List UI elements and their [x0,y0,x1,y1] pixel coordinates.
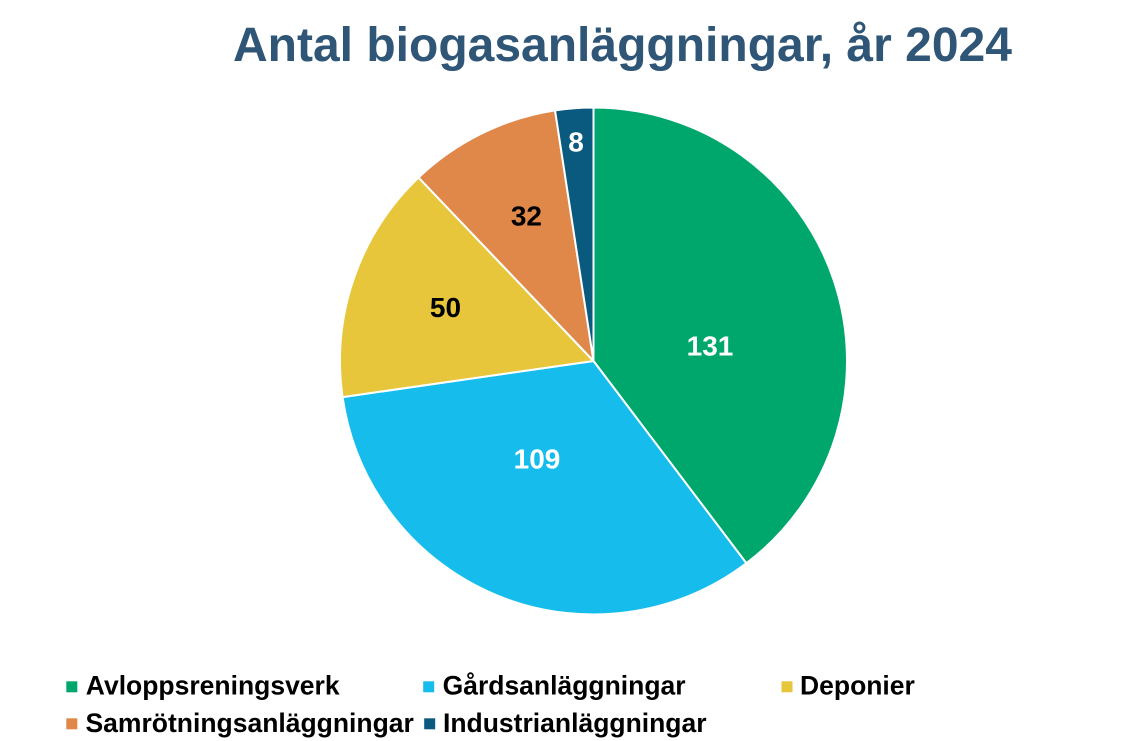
svg-text:8: 8 [568,127,584,158]
svg-text:32: 32 [511,201,542,232]
svg-text:Avloppsreningsverk: Avloppsreningsverk [86,671,340,701]
svg-text:Industrianläggningar: Industrianläggningar [443,708,707,738]
svg-text:109: 109 [514,444,561,475]
svg-text:Gårdsanläggningar: Gårdsanläggningar [443,671,686,701]
svg-text:Samrötningsanläggningar: Samrötningsanläggningar [86,708,414,738]
svg-text:131: 131 [687,331,734,362]
svg-text:Deponier: Deponier [800,671,915,701]
svg-text:50: 50 [430,292,461,323]
